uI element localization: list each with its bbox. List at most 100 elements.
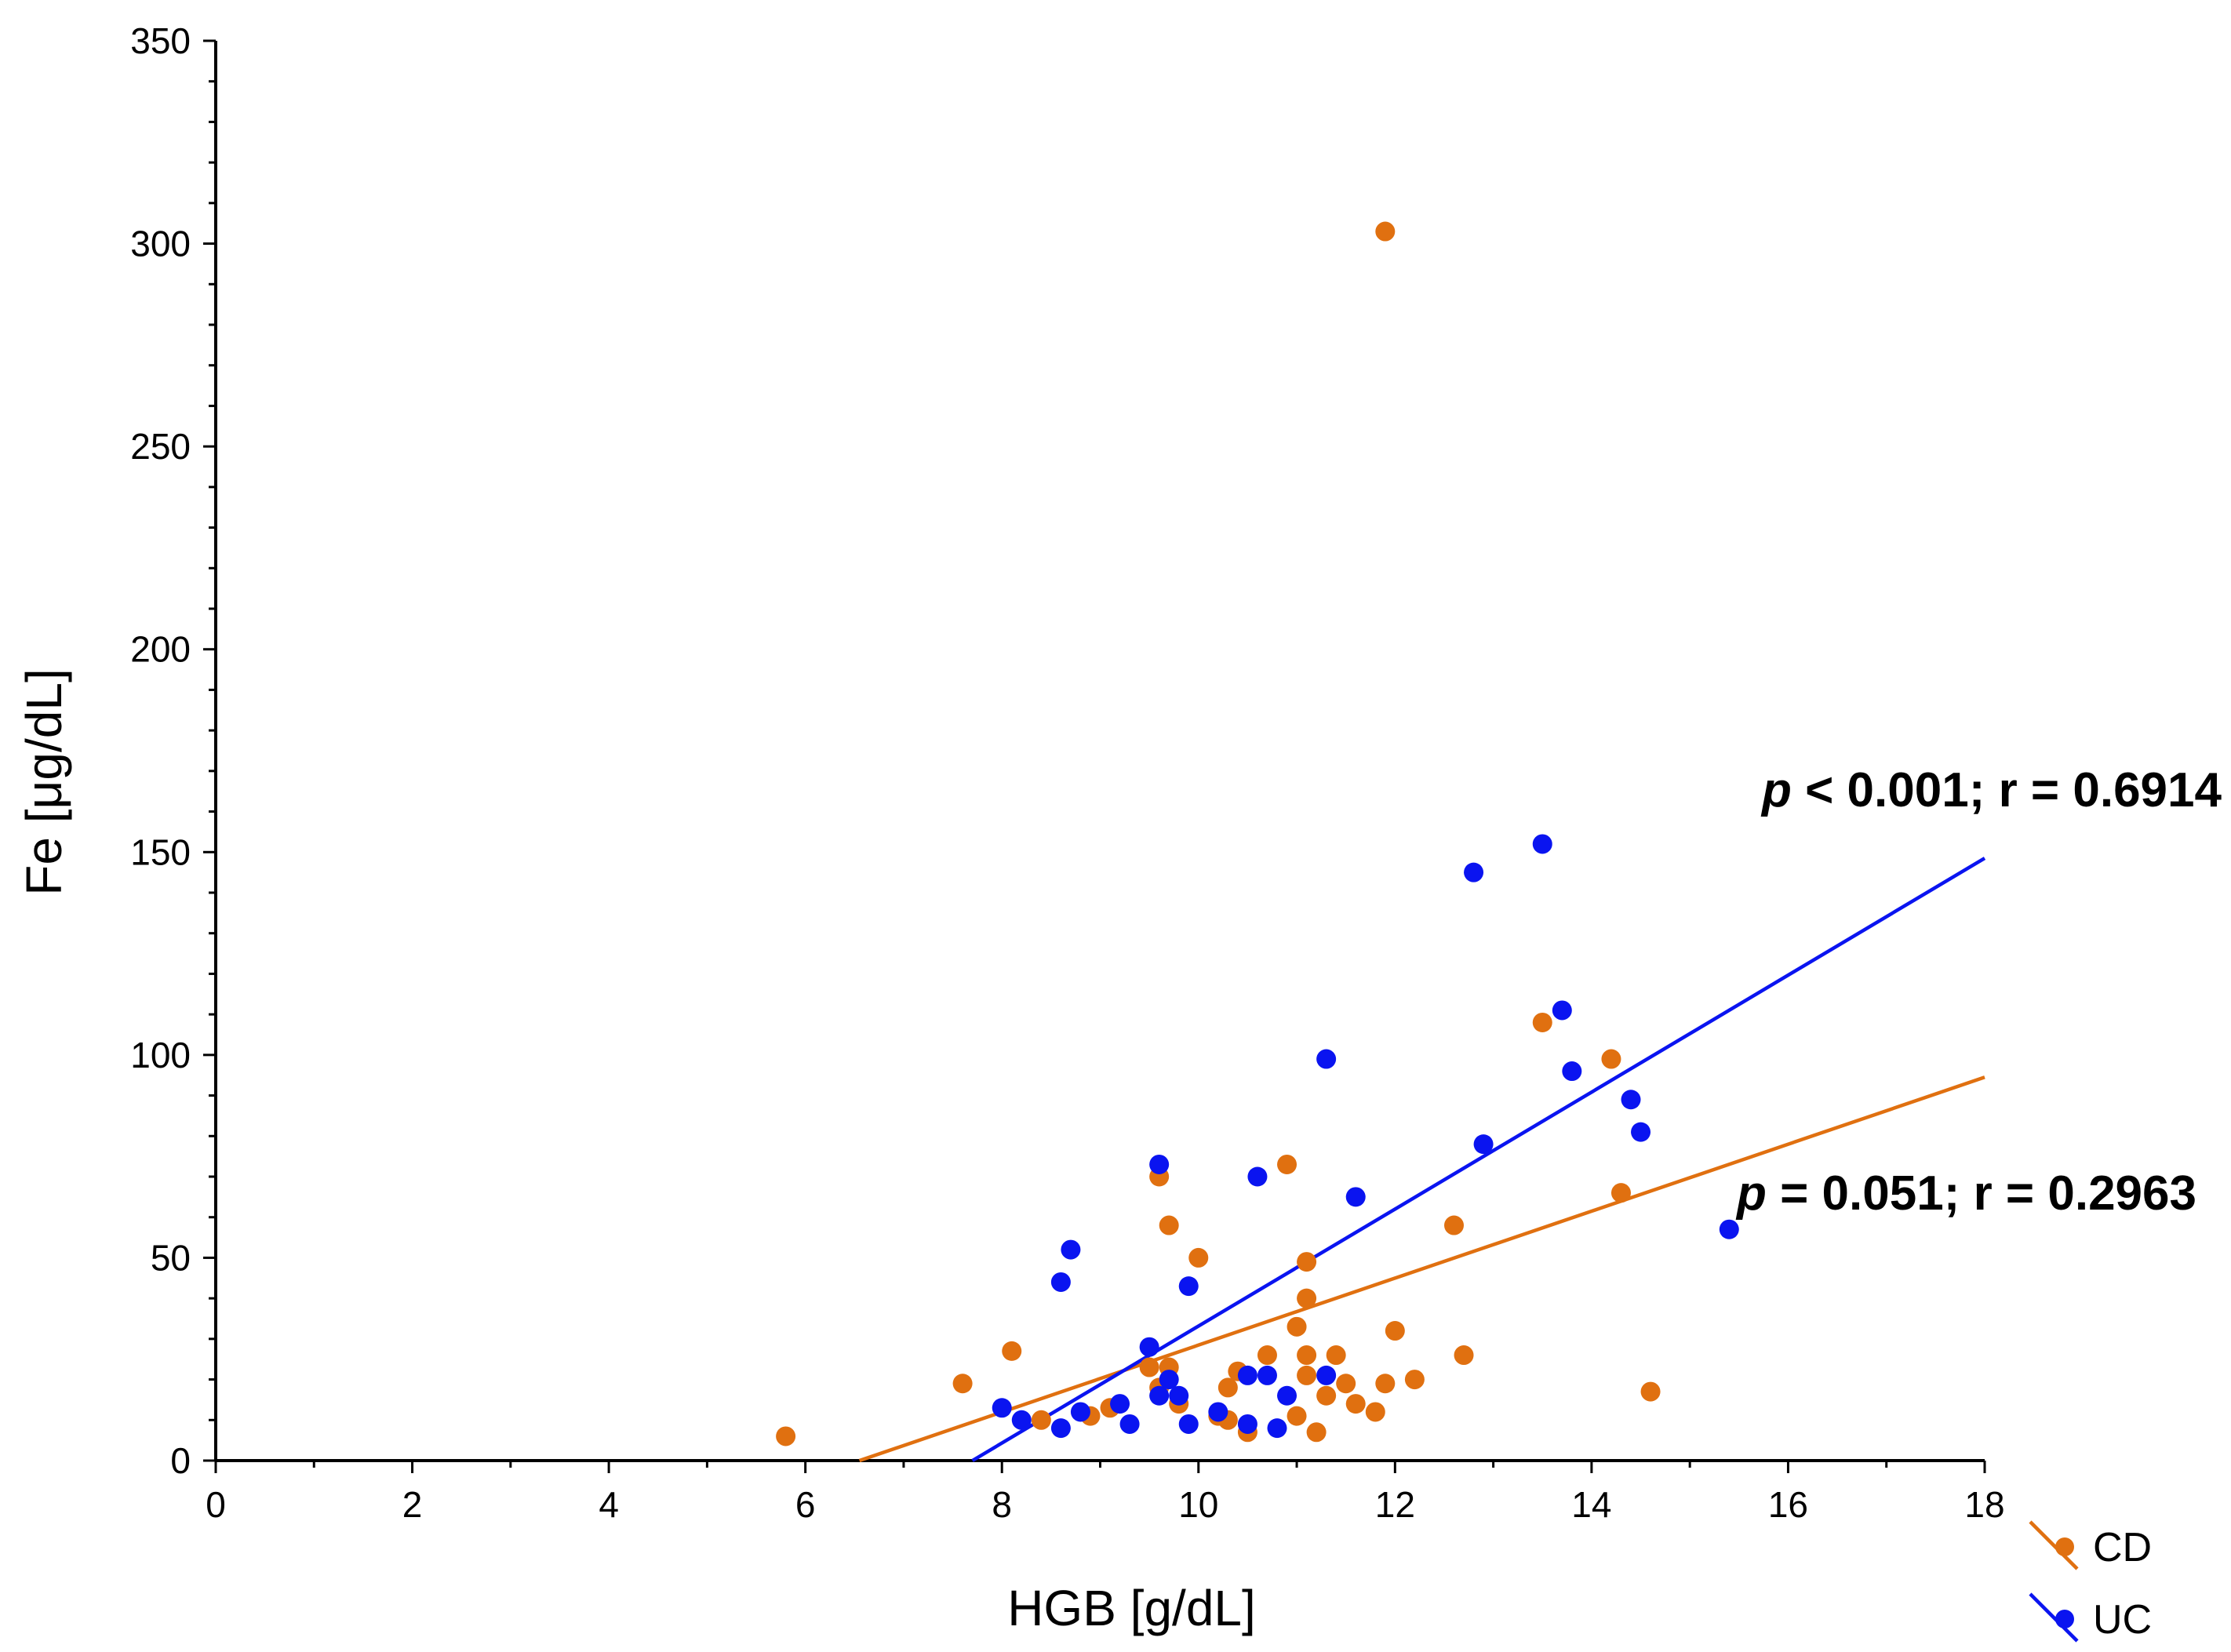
point-uc bbox=[1631, 1122, 1651, 1142]
x-tick-label: 8 bbox=[992, 1484, 1012, 1525]
point-uc bbox=[1237, 1414, 1257, 1434]
x-tick-label: 10 bbox=[1178, 1484, 1218, 1525]
point-cd bbox=[1444, 1215, 1464, 1235]
y-tick-label: 0 bbox=[170, 1440, 191, 1481]
point-cd bbox=[1287, 1316, 1307, 1337]
x-tick-label: 16 bbox=[1768, 1484, 1808, 1525]
data-points bbox=[776, 221, 1739, 1446]
legend-marker-uc bbox=[2055, 1610, 2074, 1628]
point-cd bbox=[1375, 1374, 1396, 1394]
point-uc bbox=[1061, 1239, 1081, 1260]
point-uc bbox=[1237, 1365, 1257, 1385]
x-tick-label: 14 bbox=[1571, 1484, 1611, 1525]
legend-label-cd: CD bbox=[2093, 1525, 2152, 1570]
legend-label-uc: UC bbox=[2093, 1597, 2152, 1643]
point-uc bbox=[1159, 1370, 1179, 1390]
point-uc bbox=[1621, 1090, 1641, 1110]
point-cd bbox=[1297, 1365, 1317, 1385]
point-cd bbox=[1217, 1377, 1238, 1398]
point-cd bbox=[1257, 1345, 1277, 1366]
point-cd bbox=[1139, 1357, 1159, 1377]
point-uc bbox=[1719, 1219, 1739, 1239]
point-cd bbox=[1532, 1012, 1552, 1032]
point-cd bbox=[1345, 1394, 1366, 1414]
y-tick-label: 150 bbox=[130, 831, 191, 872]
point-uc bbox=[1464, 862, 1484, 882]
point-uc bbox=[1011, 1410, 1032, 1430]
x-tick-label: 0 bbox=[206, 1484, 226, 1525]
point-cd bbox=[1601, 1049, 1621, 1069]
point-uc bbox=[1119, 1414, 1140, 1434]
point-cd bbox=[1610, 1183, 1631, 1203]
point-uc bbox=[1277, 1385, 1297, 1406]
point-uc bbox=[1267, 1418, 1287, 1439]
x-axis-title: HGB [g/dL] bbox=[1007, 1580, 1256, 1636]
point-uc bbox=[1149, 1385, 1170, 1406]
y-tick-label: 50 bbox=[151, 1237, 191, 1278]
y-tick-label: 250 bbox=[130, 426, 191, 467]
point-uc bbox=[1169, 1385, 1189, 1406]
point-cd bbox=[1404, 1370, 1425, 1390]
point-cd bbox=[1297, 1288, 1317, 1308]
point-cd bbox=[1287, 1406, 1307, 1426]
point-cd bbox=[1002, 1341, 1022, 1361]
y-ticks: 0 50 100 150 200 250 300 350 bbox=[130, 20, 216, 1481]
legend-marker-cd bbox=[2055, 1537, 2074, 1556]
point-cd bbox=[952, 1374, 973, 1394]
y-tick-label: 200 bbox=[130, 629, 191, 670]
point-cd bbox=[1159, 1215, 1179, 1235]
point-uc bbox=[1316, 1365, 1337, 1385]
point-uc bbox=[1257, 1365, 1277, 1385]
point-cd bbox=[776, 1426, 796, 1446]
x-tick-label: 18 bbox=[1964, 1484, 2004, 1525]
point-cd bbox=[1031, 1410, 1051, 1430]
point-uc bbox=[1345, 1187, 1366, 1207]
fit-line-cd bbox=[858, 1075, 1985, 1463]
point-cd bbox=[1454, 1345, 1474, 1366]
point-cd bbox=[1316, 1385, 1337, 1406]
x-tick-label: 6 bbox=[795, 1484, 816, 1525]
y-tick-label: 300 bbox=[130, 224, 191, 264]
x-tick-label: 2 bbox=[402, 1484, 423, 1525]
point-cd bbox=[1336, 1374, 1356, 1394]
point-uc bbox=[1532, 834, 1552, 854]
point-uc bbox=[1552, 1000, 1572, 1021]
axes bbox=[214, 41, 1985, 1462]
x-ticks: 0 2 4 6 8 10 12 14 16 18 bbox=[206, 1461, 2005, 1525]
point-uc bbox=[1178, 1414, 1199, 1434]
x-tick-label: 12 bbox=[1375, 1484, 1415, 1525]
point-uc bbox=[1473, 1134, 1494, 1155]
point-uc bbox=[1208, 1402, 1228, 1422]
y-tick-label: 100 bbox=[130, 1035, 191, 1075]
y-axis-title: Fe [μg/dL] bbox=[16, 668, 72, 895]
point-cd bbox=[1326, 1345, 1346, 1366]
point-cd bbox=[1385, 1321, 1405, 1341]
point-uc bbox=[1247, 1166, 1268, 1187]
annotations: p = 0.051; r = 0.2963 p < 0.001; r = 0.69… bbox=[1735, 763, 2222, 1221]
fit-line-uc bbox=[971, 857, 1986, 1462]
point-cd bbox=[1365, 1402, 1385, 1422]
point-uc bbox=[1316, 1049, 1337, 1069]
fit-lines bbox=[858, 857, 1986, 1463]
annotation-cd: p = 0.051; r = 0.2963 bbox=[1735, 1166, 2196, 1221]
point-cd bbox=[1640, 1381, 1661, 1402]
point-cd bbox=[1277, 1154, 1297, 1174]
point-uc bbox=[1178, 1276, 1199, 1297]
point-uc bbox=[1050, 1272, 1071, 1292]
point-cd bbox=[1306, 1422, 1327, 1443]
point-uc bbox=[1562, 1061, 1582, 1082]
point-uc bbox=[992, 1398, 1012, 1418]
point-uc bbox=[1070, 1402, 1090, 1422]
annotation-uc: p < 0.001; r = 0.6914 bbox=[1760, 763, 2222, 817]
x-tick-label: 4 bbox=[599, 1484, 619, 1525]
point-uc bbox=[1050, 1418, 1071, 1439]
legend: CD UC bbox=[2029, 1520, 2152, 1643]
point-cd bbox=[1297, 1345, 1317, 1366]
legend-line-cd bbox=[2029, 1520, 2079, 1570]
point-cd bbox=[1375, 221, 1396, 242]
point-uc bbox=[1149, 1154, 1170, 1174]
point-uc bbox=[1139, 1337, 1159, 1357]
point-cd bbox=[1188, 1247, 1209, 1268]
point-cd bbox=[1297, 1252, 1317, 1272]
